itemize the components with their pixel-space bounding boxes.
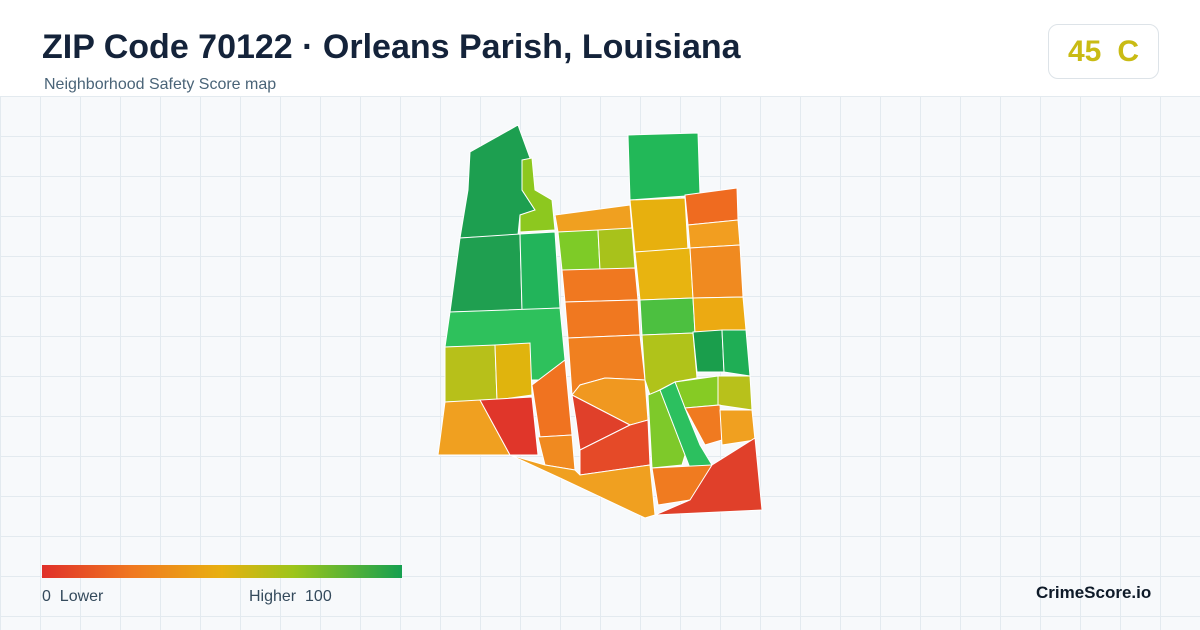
score: 45: [1067, 34, 1102, 68]
region: [494, 342, 533, 401]
legend-max: 100: [305, 588, 332, 605]
region: [597, 227, 636, 271]
region: [627, 132, 701, 201]
region: [687, 219, 741, 249]
region: [519, 157, 556, 233]
legend-min: 0: [42, 588, 51, 605]
region: [519, 231, 561, 311]
region: [684, 187, 739, 226]
region: [629, 197, 689, 253]
brand: CrimeScore.io: [1036, 583, 1152, 602]
region: [479, 396, 539, 456]
region: [561, 267, 639, 303]
region: [717, 375, 753, 411]
region: [449, 233, 523, 313]
region: [554, 204, 633, 233]
region: [719, 409, 756, 446]
region: [579, 419, 651, 476]
region: [557, 229, 601, 271]
legend-high: Higher 100: [249, 588, 332, 606]
score-badge: 45 C: [1048, 24, 1159, 79]
region: [639, 297, 696, 336]
grade: C: [1117, 34, 1140, 68]
title: ZIP Code 70122 · Orleans Parish, Louisia…: [42, 28, 741, 66]
region: [444, 344, 498, 403]
subtitle: Neighborhood Safety Score map: [44, 76, 277, 93]
legend-min-label: Lower: [59, 588, 104, 605]
header: ZIP Code 70122 · Orleans Parish, Louisia…: [0, 0, 1200, 96]
region: [692, 296, 747, 334]
region: [634, 247, 694, 301]
region: [721, 329, 751, 377]
region: [689, 244, 744, 299]
region: [564, 299, 641, 339]
region: [692, 329, 725, 373]
region: [647, 389, 686, 469]
legend-max-label: Higher: [249, 588, 297, 605]
region: [509, 454, 656, 519]
legend-gradient: [42, 565, 402, 578]
region: [654, 437, 763, 516]
legend-low: 0 Lower: [42, 588, 103, 606]
